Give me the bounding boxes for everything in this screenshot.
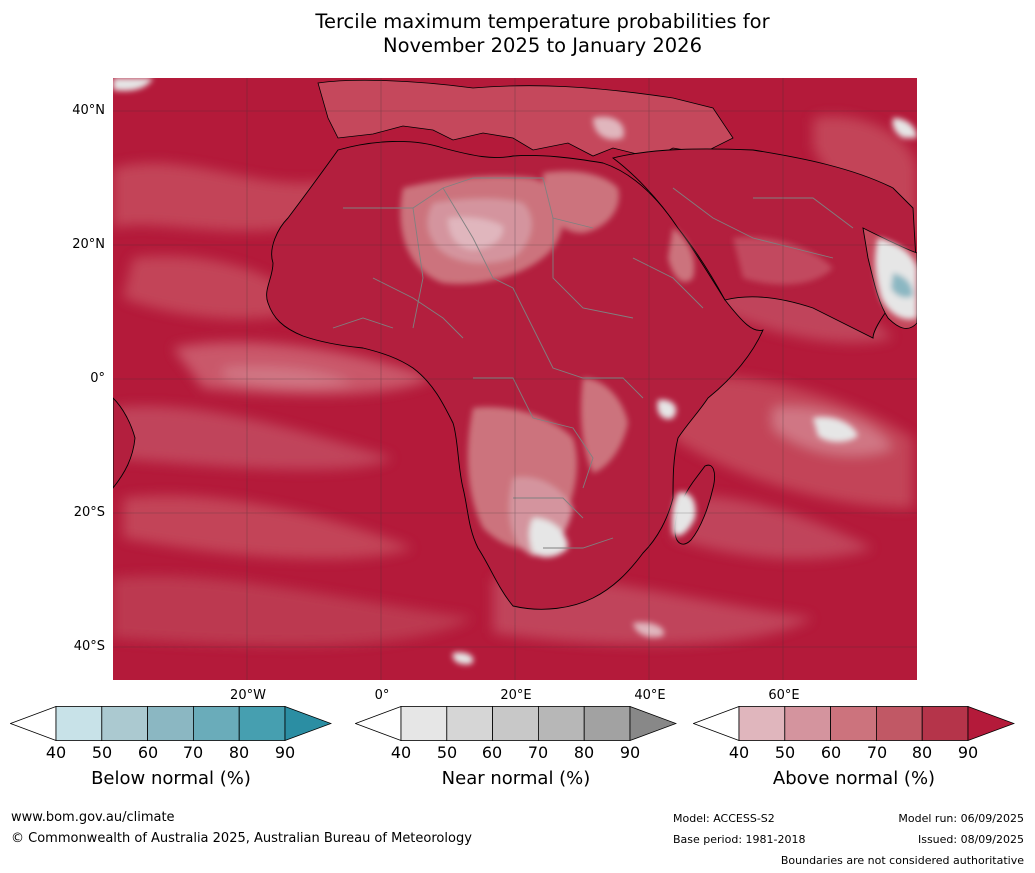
map-svg (113, 78, 917, 680)
colorbar-label-above: Above normal (%) (772, 768, 936, 789)
below-tick-80: 80 (228, 743, 250, 762)
lon-label-60e: 60°E (768, 688, 800, 703)
europe-land (317, 79, 734, 159)
copyright-text: © Commonwealth of Australia 2025, Austra… (11, 831, 472, 846)
above-colorbar-over-triangle (967, 706, 1015, 741)
website-link[interactable]: www.bom.gov.au/climate (11, 810, 175, 825)
title-line-2: November 2025 to January 2026 (383, 34, 702, 57)
below-colorbar-segment-40 (55, 706, 103, 741)
country-borders (332, 177, 854, 549)
near-tick-90: 90 (619, 743, 641, 762)
graticule (113, 78, 917, 680)
chart-title: Tercile maximum temperature probabilitie… (0, 10, 1035, 58)
above-tick-70: 70 (866, 743, 888, 762)
colorbar-above-normal (693, 706, 1015, 741)
below-tick-60: 60 (137, 743, 159, 762)
lon-label-0: 0° (374, 688, 390, 703)
lon-label-20w: 20°W (230, 688, 266, 703)
above-colorbar-under-triangle (693, 706, 740, 741)
below-tick-50: 50 (91, 743, 113, 762)
colorbar-near-normal (355, 706, 677, 741)
above-tick-50: 50 (774, 743, 796, 762)
lat-label-40s: 40°S (73, 639, 105, 654)
near-colorbar-segment-50 (446, 706, 494, 741)
africa-land (266, 140, 764, 610)
near-tick-40: 40 (390, 743, 412, 762)
above-colorbar-segment-60 (830, 706, 877, 741)
lat-label-20s: 20°S (73, 505, 105, 520)
issued-text: Issued: 08/09/2025 (917, 833, 1024, 846)
above-colorbar-segment-40 (738, 706, 786, 741)
disclaimer-text: Boundaries are not considered authoritat… (780, 854, 1024, 867)
lat-label-0: 0° (90, 371, 105, 386)
below-tick-40: 40 (45, 743, 67, 762)
near-tick-70: 70 (527, 743, 549, 762)
above-tick-90: 90 (957, 743, 979, 762)
base-period-text: Base period: 1981-2018 (673, 833, 806, 846)
colorbar-label-near: Near normal (%) (441, 768, 591, 789)
colorbar-below-normal (10, 706, 332, 741)
below-colorbar-over-triangle (284, 706, 332, 741)
near-tick-80: 80 (573, 743, 595, 762)
title-line-1: Tercile maximum temperature probabilitie… (315, 10, 770, 33)
below-colorbar-segment-60 (147, 706, 194, 741)
colorbar-label-below: Below normal (%) (91, 768, 251, 789)
model-text: Model: ACCESS-S2 (673, 812, 775, 825)
near-colorbar-segment-40 (400, 706, 448, 741)
above-colorbar-svg (693, 706, 1015, 741)
near-colorbar-segment-80 (583, 706, 631, 741)
above-colorbar-segment-80 (921, 706, 969, 741)
above-colorbar-segment-70 (875, 706, 923, 741)
lon-label-40e: 40°E (634, 688, 666, 703)
near-colorbar-segment-60 (492, 706, 539, 741)
above-tick-80: 80 (911, 743, 933, 762)
land-probability-patches (113, 78, 917, 665)
below-tick-90: 90 (274, 743, 296, 762)
below-colorbar-under-triangle (10, 706, 57, 741)
near-colorbar-over-triangle (629, 706, 677, 741)
lon-label-20e: 20°E (500, 688, 532, 703)
near-colorbar-svg (355, 706, 677, 741)
near-colorbar-under-triangle (355, 706, 402, 741)
below-tick-70: 70 (182, 743, 204, 762)
above-tick-40: 40 (728, 743, 750, 762)
lat-label-20n: 20°N (72, 237, 105, 252)
south-america-land (113, 397, 136, 489)
near-colorbar-segment-70 (537, 706, 585, 741)
forecast-map (113, 78, 917, 680)
below-colorbar-segment-70 (192, 706, 240, 741)
near-tick-60: 60 (481, 743, 503, 762)
below-colorbar-svg (10, 706, 332, 741)
above-colorbar-segment-50 (784, 706, 832, 741)
below-colorbar-segment-50 (101, 706, 149, 741)
lat-label-40n: 40°N (72, 103, 105, 118)
above-tick-60: 60 (820, 743, 842, 762)
model-run-text: Model run: 06/09/2025 (898, 812, 1024, 825)
near-tick-50: 50 (436, 743, 458, 762)
below-colorbar-segment-80 (238, 706, 286, 741)
